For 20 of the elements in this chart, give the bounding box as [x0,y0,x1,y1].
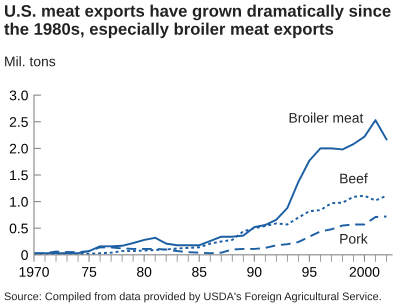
x-tick-label: 75 [82,267,96,277]
y-tick-label: 2.0 [10,144,28,154]
y-tick-label: 3.0 [10,90,28,100]
series-label: Broiler meat [290,112,364,123]
series-label: Beef [340,173,368,184]
x-tick-label: 90 [247,266,262,277]
y-tick-label: 0 [21,250,28,260]
x-tick-label: 80 [137,266,152,277]
y-tick-label: 0.5 [10,224,28,234]
chart-title: U.S. meat exports have grown dramatically since the 1980s, especially broiler meat exports [4,4,391,38]
y-axis-title: Mil. tons [5,56,56,66]
y-tick-label: 2.5 [10,117,28,127]
x-tick-label: 85 [192,266,206,277]
y-tick-label: 1.5 [10,170,28,180]
series-label: Pork [340,234,368,244]
x-tick-label: 1970 [20,266,49,277]
x-tick-label: 2000 [350,266,380,277]
x-tick-label: 95 [302,266,317,277]
y-tick-label: 1.0 [10,196,28,207]
source-note: Source: Compiled from data provided by USDA's Foreign Agricultural Service. [4,292,381,302]
